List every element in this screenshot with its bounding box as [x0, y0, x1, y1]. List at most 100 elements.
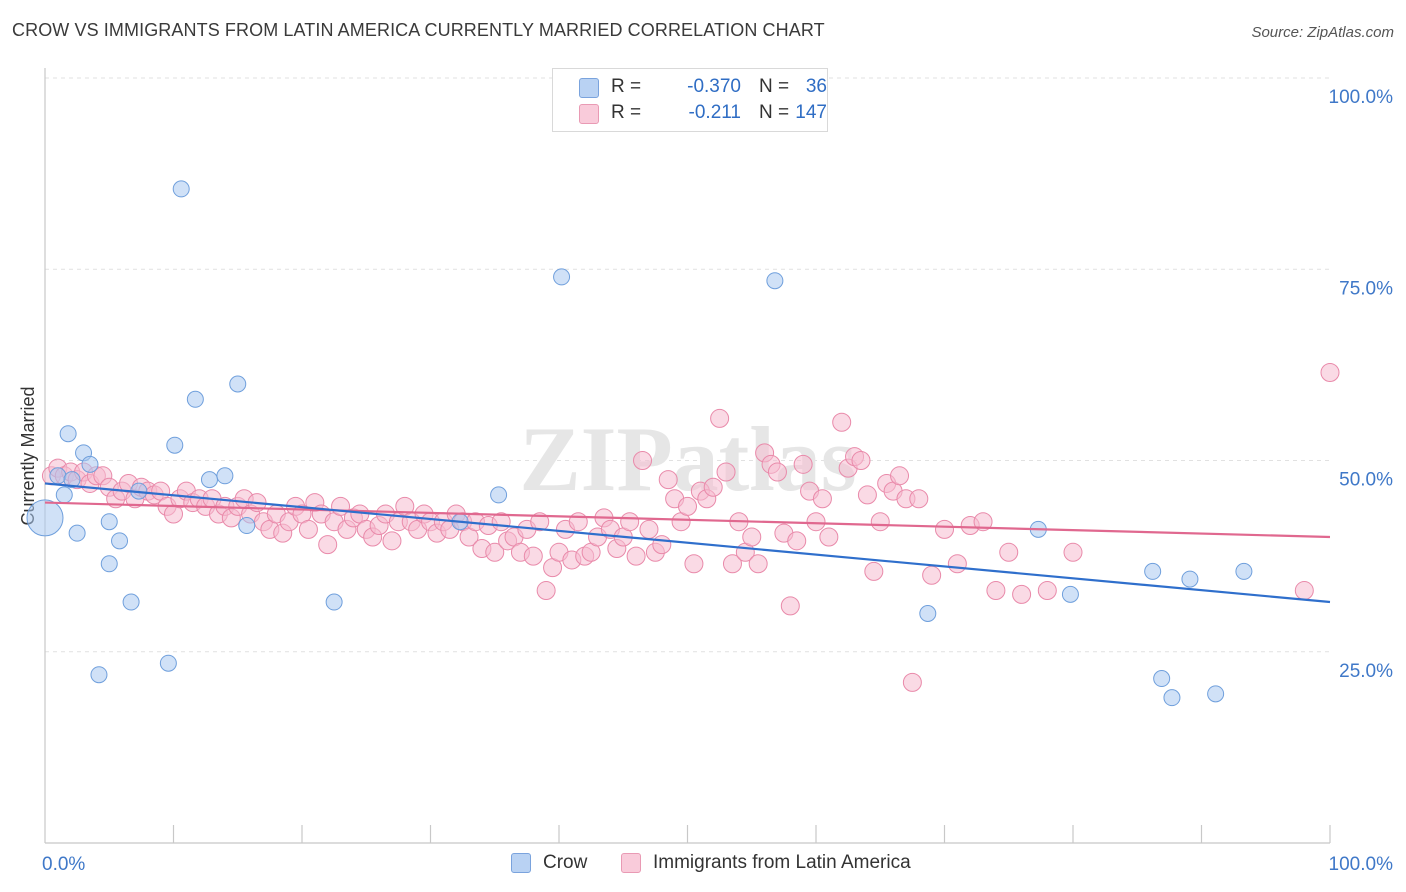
crow-point	[490, 486, 508, 504]
y-axis-title: Currently Married	[18, 386, 38, 525]
x-tick-label: 0.0%	[42, 854, 85, 875]
crow-point	[159, 654, 177, 672]
chart-title: CROW VS IMMIGRANTS FROM LATIN AMERICA CU…	[12, 20, 825, 40]
crow-point	[59, 425, 77, 443]
latin-point	[568, 512, 588, 532]
latin-point	[832, 412, 852, 432]
crow-point	[1144, 562, 1162, 580]
latin-point	[857, 485, 877, 505]
y-tick-label: 50.0%	[1339, 470, 1393, 491]
crow-legend-swatch	[511, 853, 531, 873]
crow-point	[55, 486, 73, 504]
latin-point	[864, 561, 884, 581]
latin-point	[536, 581, 556, 601]
crow-point	[100, 513, 118, 531]
latin-point	[902, 672, 922, 692]
latin-legend-label: Immigrants from Latin America	[653, 852, 911, 873]
crow-swatch	[579, 78, 599, 98]
latin-point	[1294, 581, 1314, 601]
latin-point	[298, 519, 318, 539]
y-tick-label: 75.0%	[1339, 278, 1393, 299]
crow-point	[1061, 585, 1079, 603]
crow-points	[26, 180, 1253, 707]
crow-point	[325, 593, 343, 611]
latin-point	[742, 527, 762, 547]
latin-point	[1063, 542, 1083, 562]
latin-point	[633, 451, 653, 470]
crow-point	[122, 593, 140, 611]
crow-point	[100, 555, 118, 573]
source-label: Source: ZipAtlas.com	[1251, 24, 1394, 41]
crow-point	[172, 180, 190, 198]
latin-point	[947, 554, 967, 574]
r-value: -0.211	[688, 102, 741, 123]
latin-point	[658, 470, 678, 490]
latin-point	[787, 531, 807, 551]
axes	[44, 68, 1331, 844]
latin-point	[716, 462, 736, 482]
latin-point	[678, 496, 697, 516]
crow-point	[26, 499, 64, 537]
crow-point	[1181, 570, 1199, 588]
tick-labels: 100.0% 75.0% 50.0% 25.0% 0.0% 100.0%	[42, 87, 1393, 875]
y-tick-label: 25.0%	[1339, 661, 1393, 682]
latin-point	[922, 565, 942, 585]
y-tick-label: 100.0%	[1329, 87, 1394, 108]
n-value: 36	[805, 76, 827, 97]
crow-point	[238, 517, 256, 535]
latin-point	[909, 489, 929, 509]
crow-point	[81, 455, 99, 473]
crow-legend-label: Crow	[543, 852, 588, 873]
crow-point	[68, 524, 86, 542]
latin-point	[382, 531, 402, 551]
crow-point	[766, 272, 784, 290]
latin-point	[1320, 363, 1340, 383]
latin-point	[684, 554, 704, 574]
latin-point	[806, 512, 826, 532]
latin-point	[819, 527, 839, 547]
crow-trend-line	[44, 482, 1331, 604]
n-label: N =	[759, 76, 790, 97]
crow-point	[1207, 685, 1225, 703]
latin-point	[620, 512, 640, 532]
latin-point	[767, 462, 787, 482]
latin-point	[1012, 584, 1032, 604]
latin-point	[722, 554, 742, 574]
latin-point	[780, 596, 800, 616]
latin-point	[935, 519, 954, 539]
crow-point	[1163, 689, 1181, 707]
latin-point	[626, 546, 646, 566]
crow-point	[186, 390, 204, 408]
crow-point	[166, 436, 184, 454]
latin-point	[870, 512, 890, 532]
r-value: -0.370	[687, 76, 741, 97]
latin-point	[652, 535, 672, 555]
crow-point	[1235, 562, 1253, 580]
crow-point	[63, 471, 81, 489]
stats-legend: R = -0.370 N = 36 R = -0.211 N = 147	[552, 68, 828, 132]
n-value: 147	[795, 102, 827, 123]
latin-point	[986, 581, 1006, 601]
latin-point	[851, 451, 871, 470]
crow-point	[111, 532, 129, 550]
latin-point	[793, 454, 813, 474]
latin-point	[485, 542, 505, 562]
latin-point	[890, 466, 910, 486]
crow-point	[919, 605, 937, 622]
latin-point	[812, 489, 832, 509]
latin-point	[318, 535, 338, 555]
crow-point	[229, 375, 247, 393]
crow-point	[90, 666, 108, 684]
crow-point	[200, 471, 218, 489]
latin-trend-line	[44, 501, 1331, 539]
x-tick-label: 100.0%	[1329, 854, 1394, 875]
trend-lines	[44, 482, 1331, 604]
latin-point	[973, 512, 993, 532]
crow-point	[49, 467, 67, 485]
latin-point	[748, 554, 768, 574]
latin-point	[703, 477, 723, 497]
latin-legend-swatch	[621, 853, 641, 873]
latin-point	[639, 519, 659, 539]
crow-point	[216, 467, 234, 485]
